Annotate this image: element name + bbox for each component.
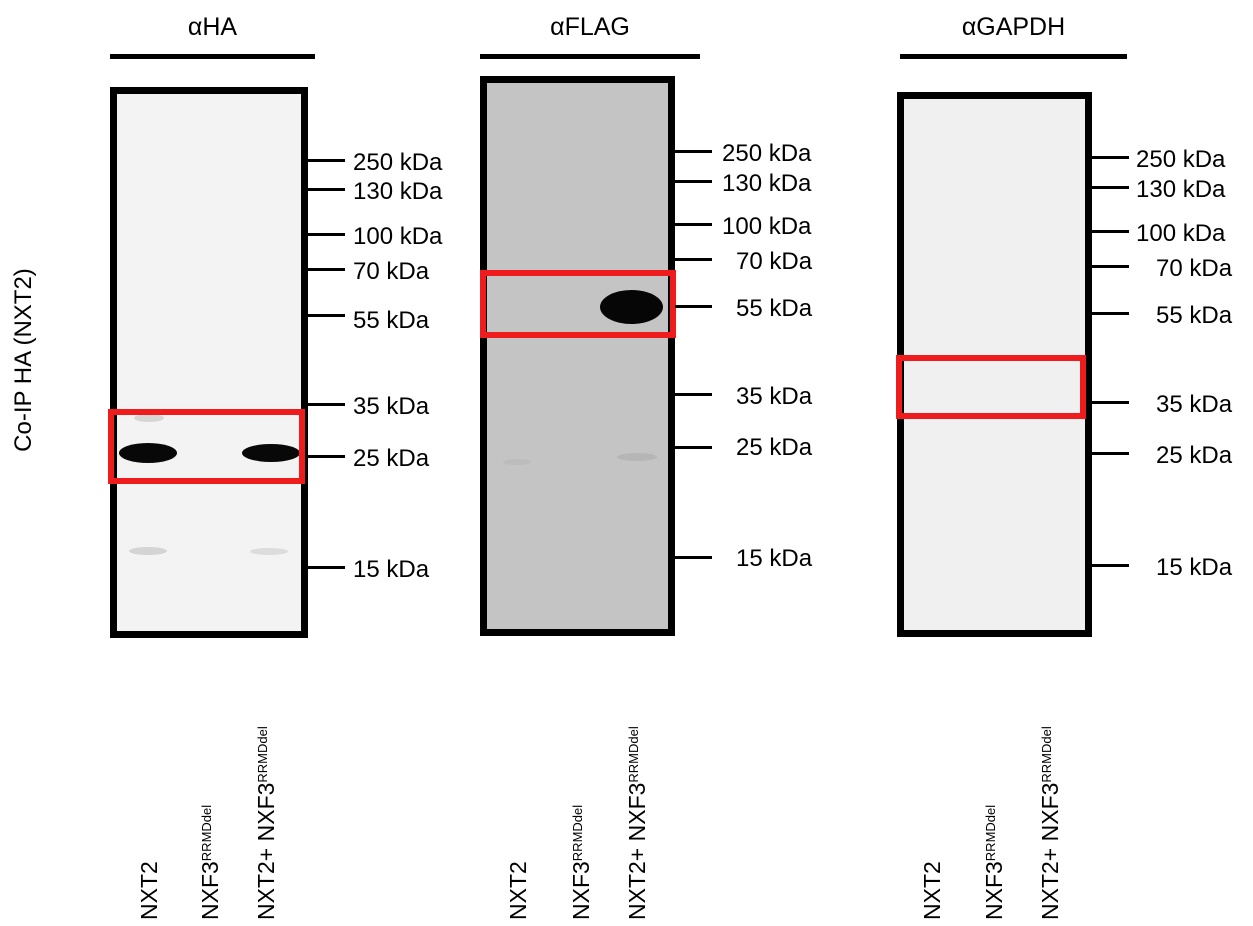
marker-tick <box>1092 452 1129 455</box>
lane-label: NXT2 <box>505 861 531 920</box>
marker-label: 55 kDa <box>353 307 430 334</box>
marker-label: 250 kDa <box>1136 146 1226 173</box>
marker-label: 25 kDa <box>736 434 813 461</box>
marker-tick <box>308 188 345 191</box>
blot-membrane <box>897 92 1092 637</box>
highlight-box <box>480 270 676 338</box>
marker-tick <box>1092 401 1129 404</box>
marker-tick <box>675 556 712 559</box>
marker-tick <box>308 403 345 406</box>
lane-label: NXF3RRMDdel <box>981 804 1007 920</box>
lane-label: NXT2 <box>136 861 162 920</box>
marker-tick <box>308 233 345 236</box>
marker-label: 35 kDa <box>1156 391 1233 418</box>
marker-label: 70 kDa <box>353 258 430 285</box>
marker-tick <box>1092 265 1129 268</box>
strong-band <box>242 444 300 462</box>
highlight-box <box>896 355 1086 419</box>
marker-label: 130 kDa <box>353 178 443 205</box>
panel-title-flag: αFLAG <box>550 13 630 41</box>
marker-label: 35 kDa <box>736 383 813 410</box>
marker-tick <box>308 159 345 162</box>
blot-membrane <box>110 87 308 638</box>
marker-label: 55 kDa <box>1156 302 1233 329</box>
marker-tick <box>308 268 345 271</box>
marker-tick <box>1092 564 1129 567</box>
marker-label: 15 kDa <box>1156 554 1233 581</box>
marker-tick <box>675 393 712 396</box>
faint-band <box>129 547 167 555</box>
marker-tick <box>675 180 712 183</box>
marker-label: 250 kDa <box>722 140 812 167</box>
title-bar <box>480 54 700 59</box>
marker-tick <box>308 566 345 569</box>
blot-membrane <box>480 76 675 636</box>
marker-tick <box>308 455 345 458</box>
lane-label: NXT2 <box>919 861 945 920</box>
marker-label: 100 kDa <box>353 223 443 250</box>
faint-band <box>250 548 288 555</box>
faint-band <box>134 414 164 422</box>
faint-band <box>617 453 657 461</box>
marker-label: 25 kDa <box>1156 442 1233 469</box>
title-bar <box>900 54 1127 59</box>
strong-band <box>119 443 177 463</box>
marker-label: 100 kDa <box>1136 220 1226 247</box>
marker-tick <box>675 446 712 449</box>
marker-label: 70 kDa <box>1156 255 1233 282</box>
title-bar <box>110 54 315 59</box>
lane-label: NXF3RRMDdel <box>197 804 223 920</box>
marker-tick <box>1092 156 1129 159</box>
marker-tick <box>308 314 345 317</box>
y-axis-label: Co-IP HA (NXT2) <box>10 268 37 452</box>
highlight-box <box>108 409 305 484</box>
marker-label: 130 kDa <box>722 170 812 197</box>
lane-label: NXT2+ NXF3RRMDdel <box>253 726 279 920</box>
marker-label: 15 kDa <box>353 556 430 583</box>
marker-label: 70 kDa <box>736 248 813 275</box>
marker-tick <box>1092 312 1129 315</box>
marker-tick <box>675 305 712 308</box>
marker-label: 55 kDa <box>736 295 813 322</box>
marker-tick <box>675 150 712 153</box>
faint-band <box>503 459 531 465</box>
marker-label: 250 kDa <box>353 149 443 176</box>
marker-label: 15 kDa <box>736 545 813 572</box>
marker-tick <box>675 258 712 261</box>
lane-label: NXF3RRMDdel <box>568 804 594 920</box>
panel-title-ha: αHA <box>187 13 238 41</box>
lane-label: NXT2+ NXF3RRMDdel <box>1037 726 1063 920</box>
lane-label: NXT2+ NXF3RRMDdel <box>624 726 650 920</box>
panel-title-gapdh: αGAPDH <box>961 13 1066 41</box>
marker-label: 35 kDa <box>353 393 430 420</box>
marker-label: 25 kDa <box>353 445 430 472</box>
marker-tick <box>1092 186 1129 189</box>
marker-tick <box>1092 230 1129 233</box>
marker-tick <box>675 223 712 226</box>
strong-band <box>600 290 663 324</box>
marker-label: 130 kDa <box>1136 176 1226 203</box>
marker-label: 100 kDa <box>722 213 812 240</box>
